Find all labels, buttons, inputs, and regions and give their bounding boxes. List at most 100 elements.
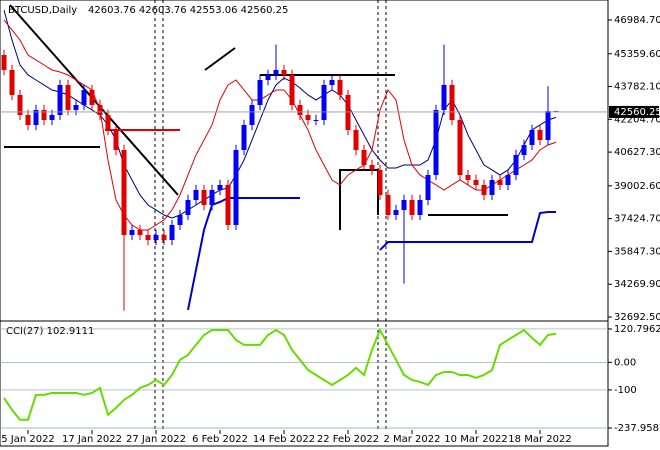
x-tick-label: 10 Mar 2022 — [444, 434, 507, 445]
indicator-line — [3, 19, 557, 231]
candle-body — [353, 129, 359, 150]
x-tick-label: 27 Jan 2022 — [126, 434, 186, 445]
candle-body — [97, 104, 103, 115]
candle-body — [49, 114, 55, 120]
plot-frame — [0, 0, 609, 447]
candle-body — [377, 169, 383, 195]
candle-body — [209, 189, 215, 205]
candle-body — [473, 179, 479, 185]
candle-body — [465, 174, 471, 180]
candle-body — [193, 189, 199, 200]
candle-body — [129, 229, 135, 235]
candle-body — [553, 111, 559, 113]
y-tick-label: 40627.30 — [614, 147, 660, 158]
candle-body — [201, 189, 207, 205]
candle-body — [529, 129, 535, 145]
candle-body — [537, 129, 543, 140]
candle-body — [409, 199, 415, 215]
y-tick-label: 120.7962 — [614, 324, 660, 335]
candle-body — [321, 84, 327, 120]
candle-body — [449, 84, 455, 120]
candle-body — [337, 79, 343, 95]
candle-body — [121, 149, 127, 235]
y-tick-label: 39002.60 — [614, 181, 660, 192]
candle-body — [1, 54, 7, 70]
candle-body — [249, 104, 255, 125]
x-tick-label: 17 Jan 2022 — [62, 434, 122, 445]
candle-body — [169, 224, 175, 240]
candle-body — [417, 199, 423, 215]
drawings — [4, 4, 508, 230]
price-tag — [609, 105, 659, 118]
x-tick-label: 5 Jan 2022 — [1, 434, 55, 445]
candle-body — [65, 84, 71, 110]
candle-body — [273, 69, 279, 75]
y-tick-label: 32692.50 — [614, 312, 660, 323]
candle-body — [9, 69, 15, 95]
candle-body — [241, 124, 247, 150]
candle-body — [281, 69, 287, 75]
candle-body — [297, 104, 303, 115]
candle-body — [345, 94, 351, 130]
x-tick-label: 14 Feb 2022 — [253, 434, 315, 445]
candle-body — [41, 109, 47, 120]
y-tick-label: -237.9587 — [614, 423, 660, 434]
candle-body — [17, 94, 23, 115]
x-tick-label: 2 Mar 2022 — [383, 434, 440, 445]
candle-body — [425, 174, 431, 200]
chart-title: BTCUSD,Daily — [8, 5, 77, 16]
y-tick-label: 35847.30 — [614, 246, 660, 257]
candle-body — [505, 174, 511, 185]
trend-line — [204, 47, 236, 71]
candle-body — [441, 84, 447, 110]
candle-body — [329, 79, 335, 85]
candle-body — [489, 179, 495, 195]
y-tick-label: 45359.60 — [614, 49, 660, 60]
y-tick-label: 0.00 — [614, 357, 636, 368]
candle-body — [545, 111, 551, 140]
indicator-line — [3, 327, 557, 421]
candle-body — [393, 209, 399, 215]
y-tick-label: 43782.10 — [614, 82, 660, 93]
candle-body — [217, 184, 223, 190]
candle-body — [401, 199, 407, 210]
candle-body — [433, 109, 439, 175]
candle-body — [257, 79, 263, 105]
indicator-title: CCI(27) 102.9111 — [6, 326, 94, 337]
ohlc-readout: 42603.76 42603.76 42553.06 42560.25 — [88, 5, 288, 16]
candle-body — [137, 229, 143, 235]
x-tick-label: 6 Feb 2022 — [192, 434, 248, 445]
candle-body — [185, 199, 191, 215]
indicator-line — [3, 9, 557, 219]
candle-body — [25, 114, 31, 125]
candle-body — [225, 184, 231, 225]
candle-body — [481, 184, 487, 195]
price-tag-label: 42560.25 — [614, 107, 660, 118]
candle-body — [369, 164, 375, 170]
candle-body — [265, 74, 271, 80]
candle-body — [57, 84, 63, 115]
candle-body — [153, 234, 159, 240]
candle-body — [361, 149, 367, 165]
y-tick-label: 42204.70 — [614, 114, 660, 125]
indicator-line — [187, 196, 556, 311]
candle-body — [305, 114, 311, 120]
candle-body — [233, 149, 239, 225]
y-tick-label: 34269.90 — [614, 279, 660, 290]
x-tick-label: 22 Feb 2022 — [317, 434, 379, 445]
candle-body — [289, 74, 295, 105]
candle-body — [161, 234, 167, 240]
y-tick-label: 37424.70 — [614, 214, 660, 225]
x-tick-label: 18 Mar 2022 — [508, 434, 571, 445]
candle-body — [521, 144, 527, 155]
candle-body — [457, 119, 463, 175]
candle-body — [113, 129, 119, 150]
candle-body — [89, 89, 95, 105]
candle-body — [145, 234, 151, 240]
candle-body — [313, 119, 319, 121]
candle-body — [33, 109, 39, 125]
candle-body — [177, 214, 183, 225]
candle-body — [105, 114, 111, 130]
candle-body — [513, 154, 519, 175]
